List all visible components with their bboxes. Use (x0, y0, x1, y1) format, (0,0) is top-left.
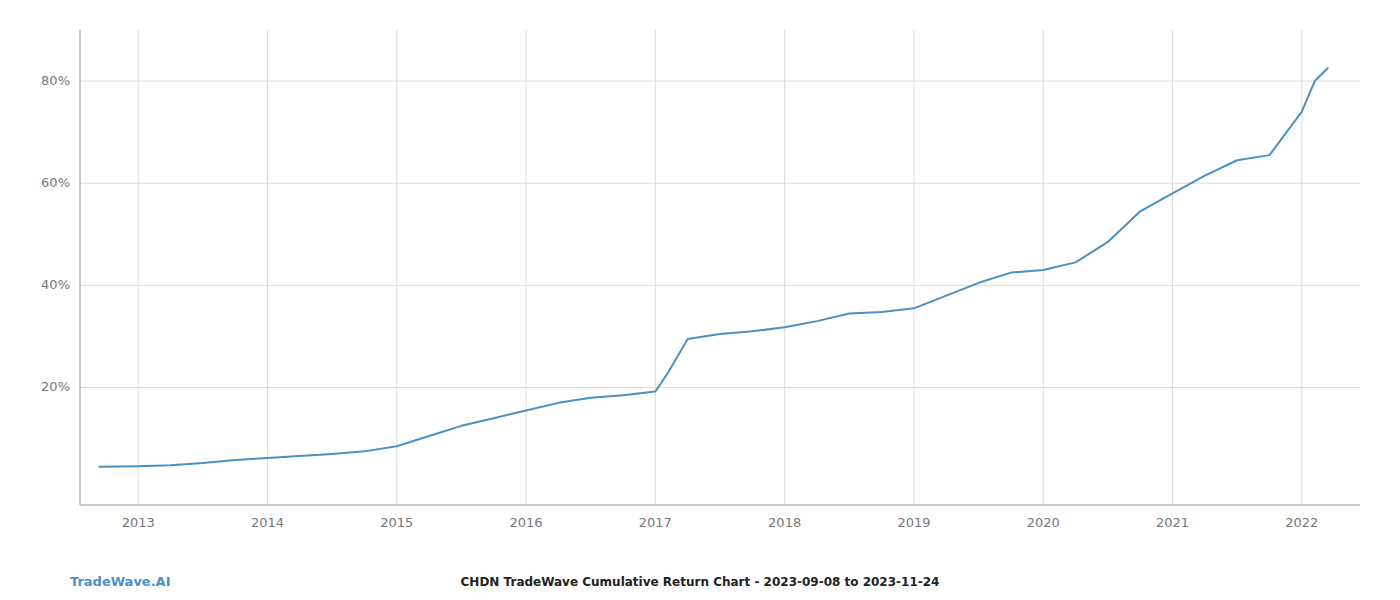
x-grid-line (267, 30, 268, 505)
x-grid-line (138, 30, 139, 505)
chart-container: 20% 40% 60% 80% 2013 2014 2015 2016 2017 2018 2019… (0, 0, 1400, 600)
tick-labels: 20% 40% 60% 80% 2013 2014 2015 2016 2017 2018 2019… (41, 73, 1318, 530)
y-tick-label: 40% (41, 277, 70, 292)
x-tick-label: 2019 (897, 515, 930, 530)
watermark: TradeWave.AI (70, 574, 171, 589)
x-tick-label: 2017 (639, 515, 672, 530)
plot-area (99, 68, 1327, 466)
x-axis-line (80, 505, 1360, 506)
x-grid-line (1043, 30, 1044, 505)
y-tick-label: 80% (41, 73, 70, 88)
x-tick-label: 2015 (380, 515, 413, 530)
x-tick-label: 2021 (1156, 515, 1189, 530)
background (0, 0, 1400, 600)
x-grid-line (1301, 30, 1302, 505)
y-tick-label: 60% (41, 175, 70, 190)
x-grid-line (396, 30, 397, 505)
x-tick-label: 2016 (510, 515, 543, 530)
grid (80, 30, 1360, 505)
data-line (99, 68, 1327, 466)
x-grid-line (784, 30, 785, 505)
y-axis-line (80, 30, 81, 505)
x-tick-label: 2013 (122, 515, 155, 530)
y-grid-line (80, 81, 1360, 82)
x-tick-label: 2018 (768, 515, 801, 530)
y-grid-line (80, 183, 1360, 184)
x-tick-label: 2020 (1027, 515, 1060, 530)
x-tick-label: 2022 (1285, 515, 1318, 530)
x-tick-label: 2014 (251, 515, 284, 530)
chart-title: CHDN TradeWave Cumulative Return Chart -… (461, 575, 940, 589)
x-grid-line (913, 30, 914, 505)
x-grid-line (526, 30, 527, 505)
x-grid-line (1172, 30, 1173, 505)
y-tick-label: 20% (41, 379, 70, 394)
x-grid-line (655, 30, 656, 505)
y-grid-line (80, 285, 1360, 286)
y-grid-line (80, 387, 1360, 388)
chart-svg: 20% 40% 60% 80% 2013 2014 2015 2016 2017 2018 2019… (0, 0, 1400, 600)
